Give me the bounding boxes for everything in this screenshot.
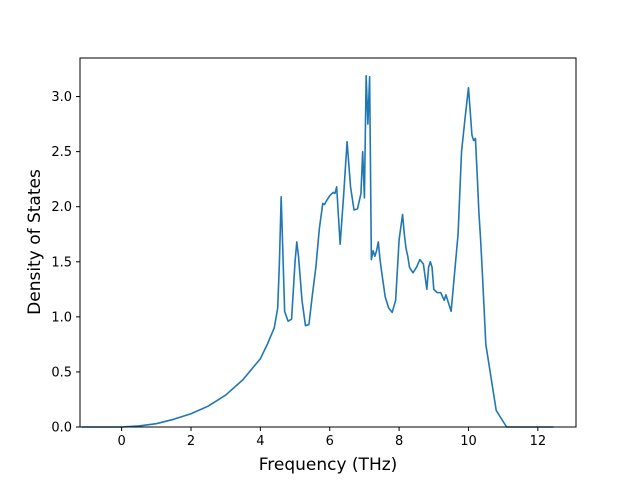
- x-tick-label: 8: [395, 434, 403, 449]
- x-tick-label: 12: [530, 434, 547, 449]
- y-tick-label: 3.0: [51, 90, 72, 105]
- plot-area: [81, 74, 554, 428]
- axes: 0 2 4 6 8 10 12 0.0 0.5 1.0 1.5 2.0 2.5 3.0: [51, 57, 577, 449]
- x-tick-label: 0: [117, 434, 125, 449]
- y-tick-label: 1.5: [51, 255, 72, 270]
- dos-series-line-0: [81, 74, 554, 428]
- x-tick-label: 2: [187, 434, 195, 449]
- x-tick-label: 10: [460, 434, 477, 449]
- y-tick-label: 2.0: [51, 200, 72, 215]
- x-tick-label: 6: [326, 434, 334, 449]
- y-tick-label: 1.0: [51, 310, 72, 325]
- x-tick-label: 4: [256, 434, 264, 449]
- plot-frame: [79, 57, 577, 428]
- y-tick-label: 2.5: [51, 145, 72, 160]
- y-tick-label: 0.0: [51, 421, 72, 436]
- x-axis-label: Frequency (THz): [259, 455, 398, 475]
- y-axis-label: Density of States: [25, 169, 45, 315]
- y-tick-label: 0.5: [51, 365, 72, 380]
